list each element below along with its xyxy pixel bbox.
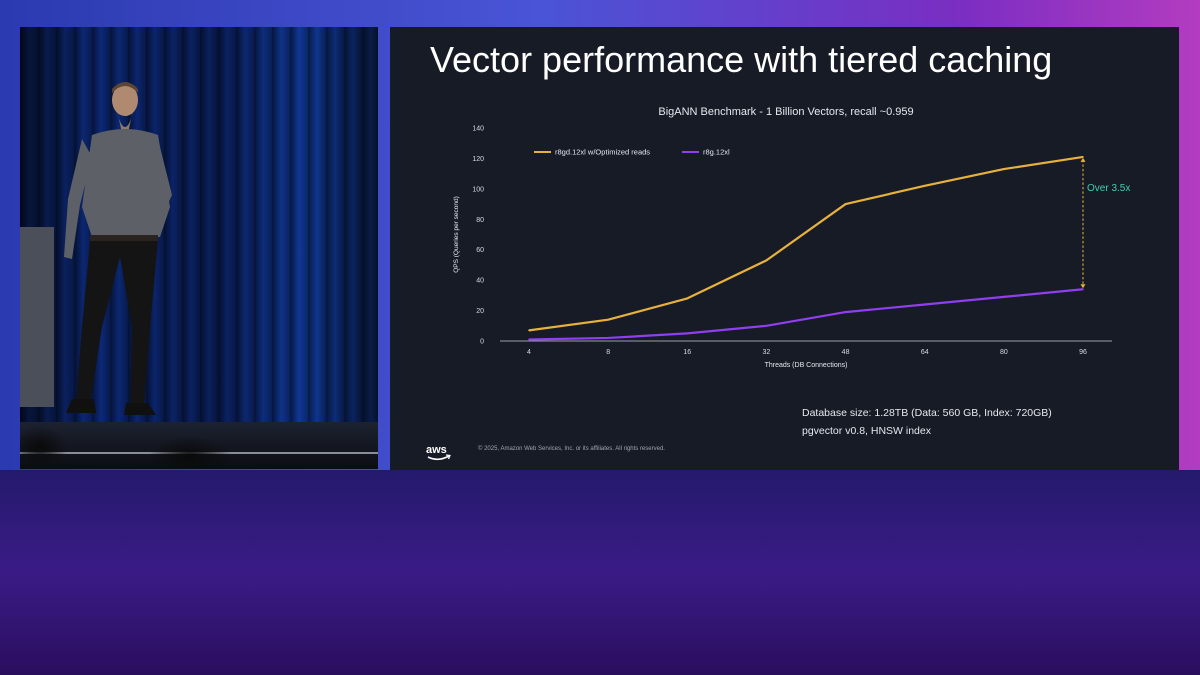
y-tick-label: 140 xyxy=(472,126,484,133)
data-point xyxy=(765,324,768,327)
data-point xyxy=(923,303,926,306)
qps-line-chart: BigANN Benchmark - 1 Billion Vectors, re… xyxy=(453,106,1130,369)
y-axis-ticks: 0 20 40 60 80 100 120 140 xyxy=(472,126,484,346)
y-tick-label: 60 xyxy=(476,247,484,254)
data-point xyxy=(607,337,609,339)
x-tick-label: 64 xyxy=(921,349,929,356)
x-tick-label: 4 xyxy=(527,349,531,356)
aws-logo-text: aws xyxy=(426,444,447,456)
improvement-annotation: Over 3.5x xyxy=(1080,157,1130,289)
slide-title: Vector performance with tiered caching xyxy=(430,39,1053,80)
x-tick-label: 80 xyxy=(1000,349,1008,356)
y-tick-label: 20 xyxy=(476,308,484,315)
x-tick-label: 48 xyxy=(842,349,850,356)
series-line-2 xyxy=(528,288,1084,341)
data-point xyxy=(686,332,689,335)
chart-title: BigANN Benchmark - 1 Billion Vectors, re… xyxy=(658,106,913,118)
series-lines xyxy=(528,155,1084,341)
y-axis-label: QPS (Queries per second) xyxy=(453,196,460,273)
index-info-note: pgvector v0.8, HNSW index xyxy=(802,425,931,437)
x-tick-label: 8 xyxy=(606,349,610,356)
aws-logo: aws xyxy=(426,444,451,461)
data-point xyxy=(1003,296,1005,298)
presentation-slide: Vector performance with tiered caching B… xyxy=(390,27,1179,470)
presenter xyxy=(64,82,172,415)
annotation-label: Over 3.5x xyxy=(1087,183,1130,194)
data-point xyxy=(1082,288,1084,291)
x-tick-label: 16 xyxy=(683,349,691,356)
x-axis-ticks: 4 8 16 32 48 64 80 96 xyxy=(527,349,1087,356)
x-tick-label: 32 xyxy=(763,349,771,356)
y-tick-label: 100 xyxy=(472,186,484,193)
annotation-arrowhead-down xyxy=(1080,284,1086,289)
annotation-arrowhead-up xyxy=(1080,157,1086,162)
legend-label: r8gd.12xl w/Optimized reads xyxy=(555,148,650,157)
presenter-figure xyxy=(64,82,172,415)
series-line-1 xyxy=(528,155,1084,332)
data-point xyxy=(528,329,530,332)
y-tick-label: 40 xyxy=(476,278,484,285)
legend-label: r8g.12xl xyxy=(703,148,730,157)
copyright-notice: © 2025, Amazon Web Services, Inc. or its… xyxy=(478,446,665,452)
audience-silhouette xyxy=(20,427,270,469)
presenter-video xyxy=(20,27,378,469)
database-size-note: Database size: 1.28TB (Data: 560 GB, Ind… xyxy=(802,407,1052,419)
y-tick-label: 0 xyxy=(480,339,484,346)
data-point xyxy=(844,311,847,313)
data-point xyxy=(528,338,530,341)
data-point xyxy=(844,203,847,205)
data-point xyxy=(686,297,689,300)
data-point xyxy=(923,185,926,187)
data-point xyxy=(607,318,609,321)
y-tick-label: 120 xyxy=(472,156,484,163)
podium xyxy=(20,227,54,407)
x-axis-label: Threads (DB Connections) xyxy=(765,362,848,369)
stage-lighting xyxy=(0,470,1200,675)
chart-legend: r8gd.12xl w/Optimized reads r8g.12xl xyxy=(534,148,730,157)
y-tick-label: 80 xyxy=(476,217,484,224)
data-point xyxy=(1003,168,1005,170)
data-point xyxy=(765,259,768,262)
x-tick-label: 96 xyxy=(1079,349,1087,356)
data-point xyxy=(1082,156,1084,158)
